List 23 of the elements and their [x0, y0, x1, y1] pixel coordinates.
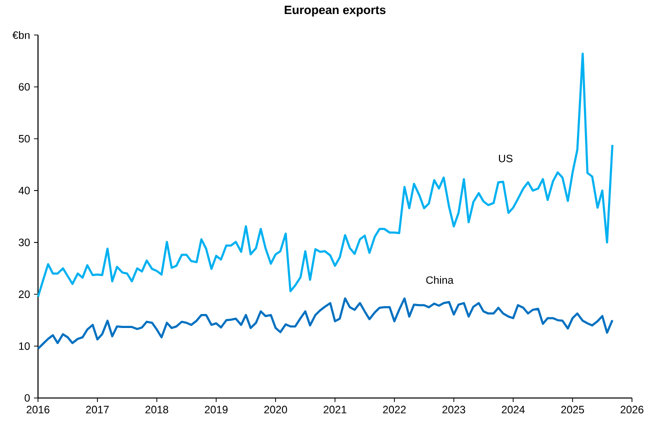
y-tick-label: 40: [18, 186, 30, 194]
x-tick-label: 2018: [145, 406, 168, 414]
chart-title: European exports: [284, 6, 386, 17]
x-tick-label: 2026: [620, 406, 644, 414]
line-series: [36, 52, 614, 298]
y-tick-label: 50: [18, 134, 30, 142]
x-tick-label: 2016: [26, 406, 50, 414]
x-tick-label: 2022: [383, 406, 406, 414]
x-tick-label: 2019: [204, 406, 228, 414]
x-tick-label: 2017: [86, 406, 109, 414]
y-tick-label: 60: [18, 83, 30, 91]
x-tick-label: 2023: [442, 406, 466, 414]
y-tick-label: 0: [24, 394, 30, 402]
y-tick-label: €bn: [12, 31, 30, 39]
x-tick-label: 2021: [324, 406, 346, 414]
series-label: China: [426, 276, 454, 284]
y-tick-label: 20: [18, 290, 30, 298]
y-tick-label: 30: [18, 238, 30, 246]
y-tick-label: 10: [19, 342, 30, 350]
x-tick-label: 2025: [561, 406, 584, 414]
series-label: US: [498, 154, 512, 162]
x-tick-label: 2020: [264, 406, 288, 414]
x-tick-label: 2024: [502, 406, 525, 414]
